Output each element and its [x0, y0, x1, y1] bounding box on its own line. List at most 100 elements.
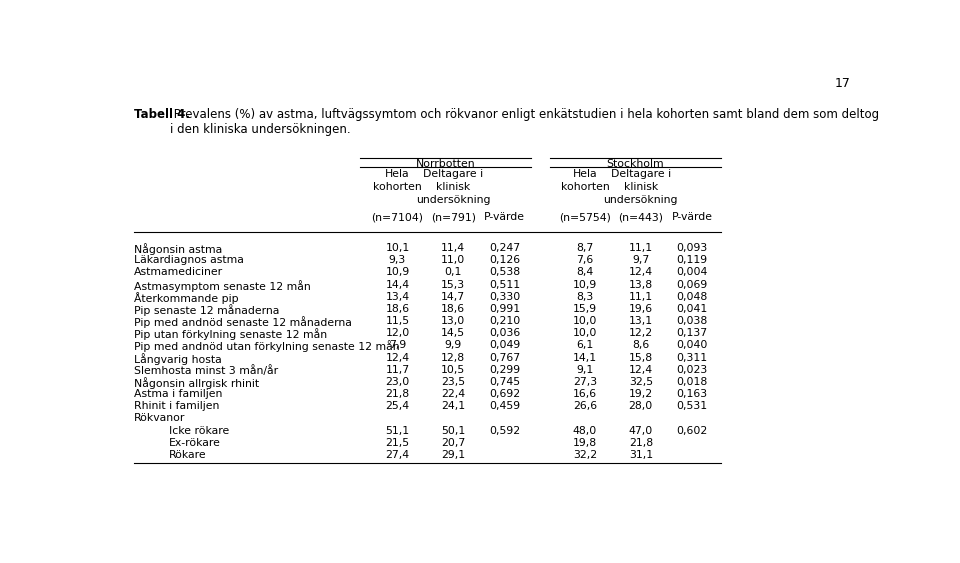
Text: 14,7: 14,7: [442, 292, 466, 302]
Text: Norrbotten: Norrbotten: [416, 159, 475, 169]
Text: 29,1: 29,1: [442, 450, 466, 460]
Text: 50,1: 50,1: [442, 426, 466, 436]
Text: 11,1: 11,1: [629, 243, 653, 253]
Text: 0,093: 0,093: [677, 243, 708, 253]
Text: 0,531: 0,531: [677, 401, 708, 412]
Text: 11,5: 11,5: [385, 316, 410, 326]
Text: 10,5: 10,5: [442, 365, 466, 375]
Text: 0,038: 0,038: [677, 316, 708, 326]
Text: 32,5: 32,5: [629, 377, 653, 387]
Text: 0,004: 0,004: [676, 267, 708, 278]
Text: 28,0: 28,0: [629, 401, 653, 412]
Text: 19,2: 19,2: [629, 389, 653, 399]
Text: 13,1: 13,1: [629, 316, 653, 326]
Text: 15,9: 15,9: [573, 304, 597, 314]
Text: 0,163: 0,163: [677, 389, 708, 399]
Text: 12,4: 12,4: [629, 267, 653, 278]
Text: 12,4: 12,4: [385, 352, 410, 363]
Text: Någonsin astma: Någonsin astma: [134, 243, 222, 255]
Text: Pip med andnöd senaste 12 månaderna: Pip med andnöd senaste 12 månaderna: [134, 316, 351, 328]
Text: 0,299: 0,299: [489, 365, 520, 375]
Text: 8,3: 8,3: [576, 292, 593, 302]
Text: (n=5754): (n=5754): [559, 212, 611, 222]
Text: 10,1: 10,1: [385, 243, 410, 253]
Text: Astmasymptom senaste 12 mån: Astmasymptom senaste 12 mån: [134, 280, 311, 292]
Text: 26,6: 26,6: [573, 401, 597, 412]
Text: 10,9: 10,9: [385, 267, 410, 278]
Text: 11,1: 11,1: [629, 292, 653, 302]
Text: 0,018: 0,018: [677, 377, 708, 387]
Text: 21,8: 21,8: [385, 389, 410, 399]
Text: 0,592: 0,592: [489, 426, 520, 436]
Text: 11,4: 11,4: [442, 243, 466, 253]
Text: Hela
kohorten: Hela kohorten: [561, 169, 610, 192]
Text: 9,9: 9,9: [444, 341, 462, 350]
Text: Tabell 4.: Tabell 4.: [134, 108, 190, 120]
Text: 0,459: 0,459: [489, 401, 520, 412]
Text: 27,4: 27,4: [385, 450, 410, 460]
Text: 12,8: 12,8: [442, 352, 466, 363]
Text: Deltagare i
klinisk
undersökning: Deltagare i klinisk undersökning: [604, 169, 678, 205]
Text: (n=7104): (n=7104): [372, 212, 423, 222]
Text: 0,036: 0,036: [489, 328, 520, 338]
Text: 0,069: 0,069: [677, 280, 708, 289]
Text: Stockholm: Stockholm: [607, 159, 664, 169]
Text: Rökvanor: Rökvanor: [134, 413, 185, 423]
Text: (n=791): (n=791): [431, 212, 476, 222]
Text: 16,6: 16,6: [573, 389, 597, 399]
Text: 0,041: 0,041: [677, 304, 708, 314]
Text: 9,3: 9,3: [389, 255, 406, 265]
Text: Prevalens (%) av astma, luftvägssymtom och rökvanor enligt enkätstudien i hela k: Prevalens (%) av astma, luftvägssymtom o…: [170, 108, 878, 136]
Text: 14,1: 14,1: [573, 352, 597, 363]
Text: 27,3: 27,3: [573, 377, 597, 387]
Text: 31,1: 31,1: [629, 450, 653, 460]
Text: Rökare: Rökare: [169, 450, 206, 460]
Text: Slemhosta minst 3 mån/år: Slemhosta minst 3 mån/år: [134, 365, 278, 376]
Text: Återkommande pip: Återkommande pip: [134, 292, 239, 303]
Text: 18,6: 18,6: [385, 304, 410, 314]
Text: 0,330: 0,330: [489, 292, 520, 302]
Text: 19,6: 19,6: [629, 304, 653, 314]
Text: 0,1: 0,1: [444, 267, 462, 278]
Text: Läkardiagnos astma: Läkardiagnos astma: [134, 255, 244, 265]
Text: 0,040: 0,040: [676, 341, 708, 350]
Text: Någonsin allrgisk rhinit: Någonsin allrgisk rhinit: [134, 377, 259, 389]
Text: Pip utan förkylning senaste 12 mån: Pip utan förkylning senaste 12 mån: [134, 328, 327, 340]
Text: 21,5: 21,5: [385, 438, 410, 448]
Text: 12,2: 12,2: [629, 328, 653, 338]
Text: 13,4: 13,4: [385, 292, 410, 302]
Text: 12,0: 12,0: [385, 328, 410, 338]
Text: 48,0: 48,0: [573, 426, 597, 436]
Text: 25,4: 25,4: [385, 401, 410, 412]
Text: 0,767: 0,767: [489, 352, 520, 363]
Text: 0,602: 0,602: [677, 426, 708, 436]
Text: 11,0: 11,0: [442, 255, 466, 265]
Text: 32,2: 32,2: [573, 450, 597, 460]
Text: 15,8: 15,8: [629, 352, 653, 363]
Text: 0,119: 0,119: [677, 255, 708, 265]
Text: 47,0: 47,0: [629, 426, 653, 436]
Text: 9,1: 9,1: [576, 365, 593, 375]
Text: Icke rökare: Icke rökare: [169, 426, 229, 436]
Text: 0,023: 0,023: [677, 365, 708, 375]
Text: 0,692: 0,692: [489, 389, 520, 399]
Text: Pip senaste 12 månaderna: Pip senaste 12 månaderna: [134, 304, 279, 316]
Text: 0,991: 0,991: [489, 304, 520, 314]
Text: 24,1: 24,1: [442, 401, 466, 412]
Text: 7,6: 7,6: [576, 255, 593, 265]
Text: 9,7: 9,7: [633, 255, 649, 265]
Text: Ex-rökare: Ex-rökare: [169, 438, 221, 448]
Text: Hela
kohorten: Hela kohorten: [373, 169, 421, 192]
Text: 10,0: 10,0: [573, 316, 597, 326]
Text: 0,048: 0,048: [677, 292, 708, 302]
Text: 0,511: 0,511: [489, 280, 520, 289]
Text: 7,9: 7,9: [389, 341, 406, 350]
Text: 22,4: 22,4: [442, 389, 466, 399]
Text: 17: 17: [834, 77, 850, 90]
Text: Astma i familjen: Astma i familjen: [134, 389, 223, 399]
Text: 0,538: 0,538: [489, 267, 520, 278]
Text: 12,4: 12,4: [629, 365, 653, 375]
Text: Rhinit i familjen: Rhinit i familjen: [134, 401, 219, 412]
Text: 19,8: 19,8: [573, 438, 597, 448]
Text: 20,7: 20,7: [442, 438, 466, 448]
